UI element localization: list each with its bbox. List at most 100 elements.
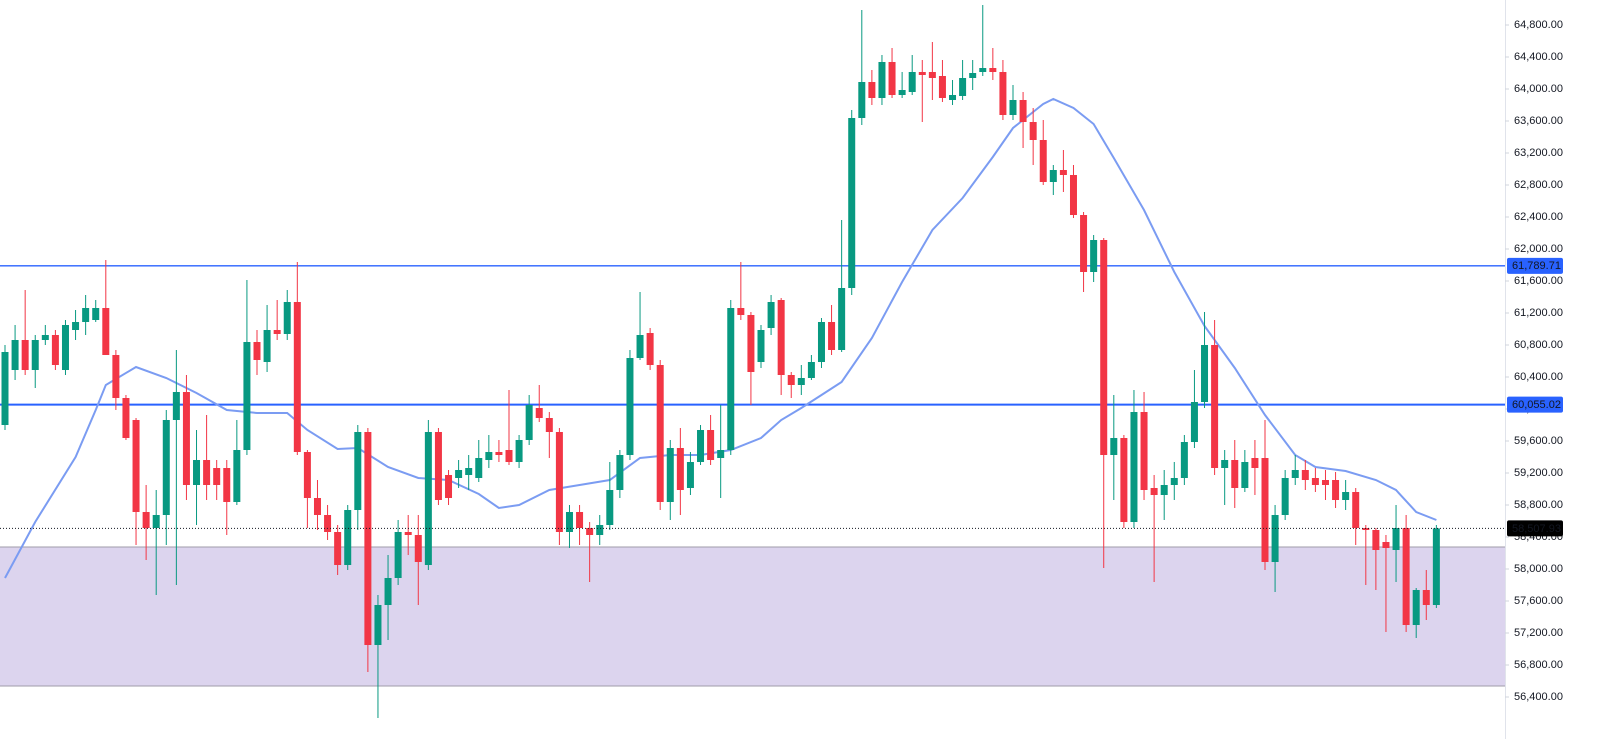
candle-body	[1422, 590, 1430, 605]
candle-body	[102, 308, 110, 355]
candle-body	[676, 448, 684, 490]
candle-body	[1372, 530, 1380, 550]
candle-body	[1190, 402, 1198, 442]
y-tick-label: 64,000.00	[1514, 83, 1563, 95]
candle-body	[515, 440, 523, 462]
candle-body	[1110, 438, 1118, 455]
candle-body	[213, 468, 221, 485]
candle-body	[172, 392, 180, 420]
candle-body	[646, 333, 654, 365]
candle-body	[525, 405, 533, 440]
candle-body	[1251, 458, 1259, 468]
candle-body	[959, 78, 967, 96]
candle-body	[364, 432, 372, 645]
candle-body	[1382, 542, 1390, 548]
candle-body	[61, 325, 69, 370]
candle-body	[928, 72, 936, 78]
candle-body	[1150, 488, 1158, 495]
candle-body	[757, 330, 765, 362]
candle-body	[1059, 170, 1067, 175]
candle-body	[465, 468, 473, 475]
candle-body	[1362, 528, 1370, 530]
candle-body	[1211, 345, 1219, 468]
y-tick-label: 56,800.00	[1514, 659, 1563, 671]
candle-body	[313, 498, 321, 515]
candle-body	[1352, 492, 1360, 528]
candle-body	[182, 392, 190, 485]
candle-body	[636, 335, 644, 358]
candle-body	[193, 460, 201, 485]
candle-body	[92, 308, 100, 320]
candle-body	[999, 72, 1007, 115]
level-label-box	[1507, 257, 1563, 274]
candle-body	[505, 450, 513, 462]
candle-body	[404, 532, 412, 535]
candle-body	[162, 420, 170, 515]
candle-body	[686, 462, 694, 488]
candle-body	[747, 315, 755, 372]
candle-body	[293, 302, 301, 452]
candle-body	[1069, 175, 1077, 215]
candle-body	[586, 528, 594, 535]
candle-body	[817, 322, 825, 362]
candle-body	[414, 535, 422, 562]
candle-body	[1201, 345, 1209, 402]
candle-body	[233, 450, 241, 502]
candle-body	[1180, 442, 1188, 478]
candle-body	[1160, 485, 1168, 495]
candle-body	[434, 432, 442, 500]
y-tick-label: 61,600.00	[1514, 275, 1563, 287]
candle-body	[737, 308, 745, 315]
candle-body	[878, 62, 886, 98]
candle-body	[152, 515, 160, 528]
candle-body	[888, 62, 896, 95]
y-tick-label: 62,000.00	[1514, 243, 1563, 255]
candle-body	[142, 512, 150, 528]
candle-body	[1, 352, 9, 425]
y-tick-label: 63,600.00	[1514, 115, 1563, 127]
candle-body	[616, 455, 624, 490]
candle-body	[334, 532, 342, 565]
candle-body	[21, 340, 29, 370]
level-label: 60,055.02	[1512, 399, 1561, 411]
y-tick-label: 60,800.00	[1514, 339, 1563, 351]
candle-body	[828, 322, 836, 350]
y-tick-label: 61,200.00	[1514, 307, 1563, 319]
candle-body	[374, 605, 382, 645]
y-tick-label: 62,400.00	[1514, 211, 1563, 223]
candle-body	[1130, 412, 1138, 522]
candle-body	[344, 510, 352, 565]
y-tick-label: 64,800.00	[1514, 19, 1563, 31]
candle-body	[475, 458, 483, 478]
candle-body	[1100, 240, 1108, 455]
candle-body	[797, 378, 805, 385]
y-tick-label: 58,000.00	[1514, 563, 1563, 575]
candle-body	[767, 302, 775, 328]
candle-body	[112, 355, 120, 398]
candle-body	[908, 72, 916, 92]
candle-body	[979, 68, 987, 72]
candle-body	[132, 420, 140, 512]
candle-body	[1301, 470, 1309, 480]
candle-body	[787, 375, 795, 385]
candle-body	[485, 452, 493, 460]
candle-body	[455, 470, 463, 478]
candle-body	[918, 72, 926, 75]
candle-body	[1140, 412, 1148, 490]
moving-average	[4, 97, 1437, 579]
candle-body	[606, 490, 614, 525]
candle-body	[938, 76, 946, 98]
candle-body	[1019, 100, 1027, 122]
zone	[0, 547, 1505, 686]
candle-body	[898, 90, 906, 95]
candle-body	[1271, 515, 1279, 562]
candle-body	[596, 525, 604, 535]
candle-body	[838, 288, 846, 350]
candle-body	[656, 365, 664, 502]
candle-body	[1080, 215, 1088, 272]
candle-body	[777, 300, 785, 375]
candle-body	[243, 342, 251, 450]
candle-body	[72, 322, 80, 330]
